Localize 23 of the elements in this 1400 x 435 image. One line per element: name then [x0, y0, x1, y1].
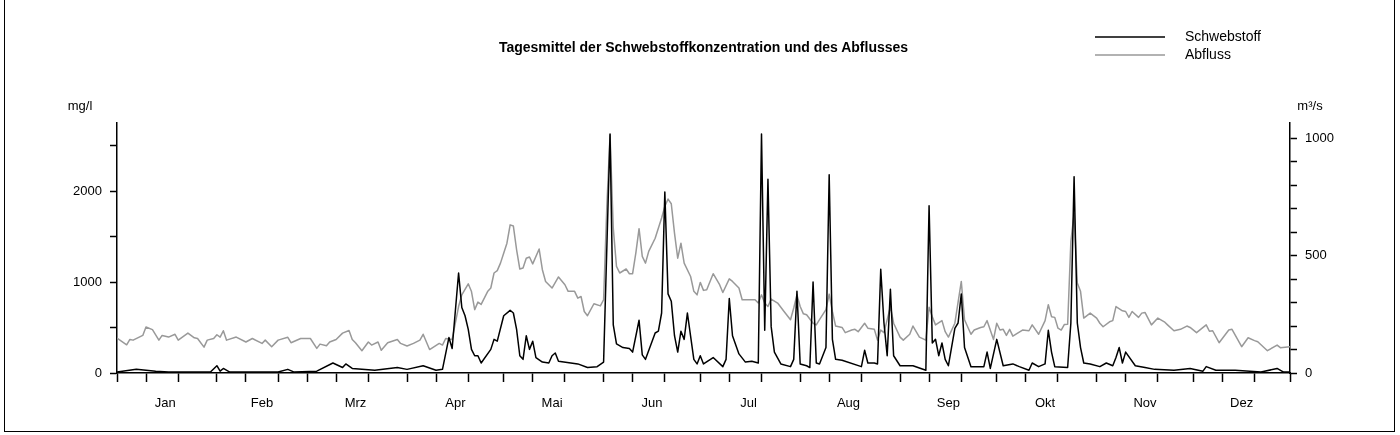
legend-label: Schwebstoff	[1185, 27, 1262, 44]
x-tick-label: Aug	[836, 395, 861, 411]
x-tick-label: Okt	[1034, 395, 1056, 411]
x-tick-label: Nov	[1133, 395, 1158, 411]
y-tick-label: 2000	[73, 182, 102, 198]
y-tick-label: 0	[94, 364, 102, 380]
chart-title: Tagesmittel der Schwebstoffkonzentration und des Abflusses	[498, 38, 909, 55]
x-tick-label: Mai	[541, 395, 563, 411]
y-tick-label: 1000	[73, 273, 102, 289]
y2-tick-label: 0	[1305, 364, 1313, 380]
x-tick-label: Apr	[445, 395, 467, 411]
y2-tick-label: 1000	[1305, 129, 1334, 145]
x-tick-label: Jun	[641, 395, 663, 411]
y2-axis-title: m³/s	[1297, 97, 1324, 113]
x-tick-label: Mrz	[344, 395, 367, 411]
x-tick-label: Dez	[1230, 395, 1254, 411]
x-tick-label: Feb	[250, 395, 274, 411]
x-tick-label: Sep	[936, 395, 960, 411]
y2-tick-label: 500	[1305, 247, 1327, 263]
x-tick-label: Jan	[154, 395, 176, 411]
legend-label: Abfluss	[1185, 45, 1231, 62]
x-tick-label: Jul	[740, 395, 758, 411]
y-axis-title: mg/l	[67, 97, 93, 113]
